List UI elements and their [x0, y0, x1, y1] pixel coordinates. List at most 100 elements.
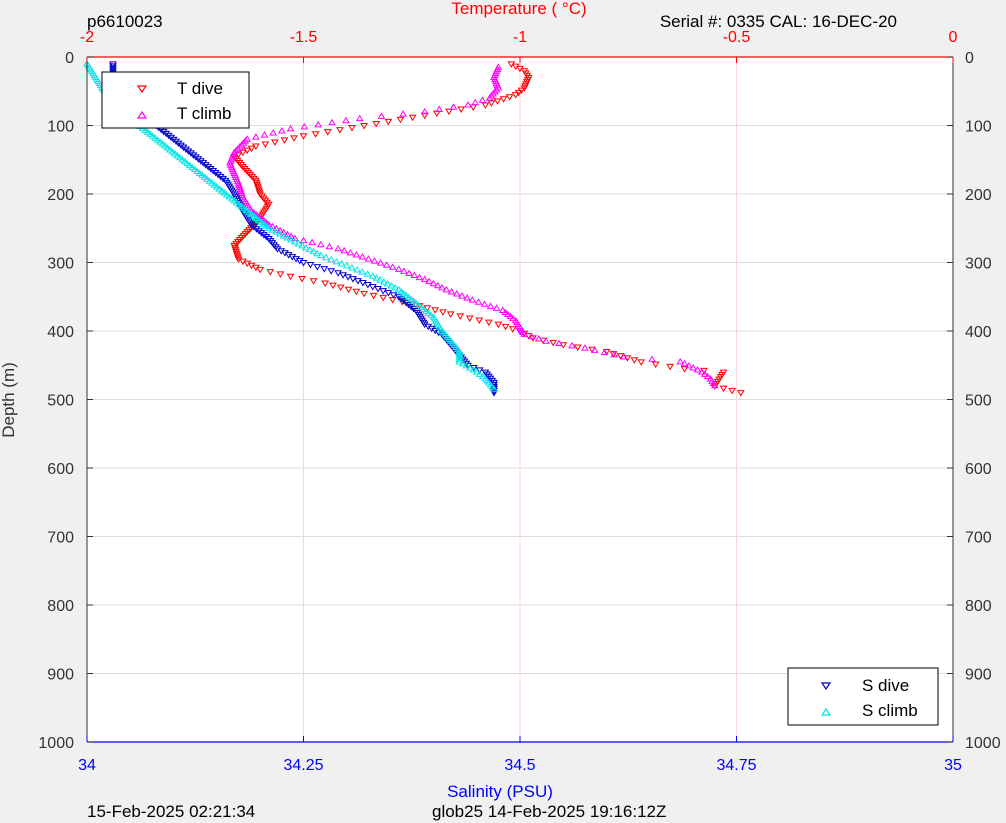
data-point: [358, 253, 367, 260]
data-point: [195, 169, 204, 176]
temperature-tick-label: -1.5: [290, 29, 318, 46]
data-point: [501, 308, 510, 316]
data-point: [404, 293, 413, 301]
profile-id: p6610023: [87, 12, 163, 31]
data-point: [256, 266, 265, 274]
data-point: [425, 277, 433, 285]
data-point: [336, 284, 345, 292]
data-point: [239, 233, 248, 240]
data-point: [242, 206, 251, 214]
data-point: [363, 270, 372, 277]
data-point: [290, 237, 299, 245]
data-point: [245, 227, 253, 234]
data-point: [620, 353, 628, 360]
data-point: [377, 112, 386, 119]
data-point: [156, 138, 164, 145]
data-point: [261, 141, 270, 148]
data-point: [234, 238, 242, 246]
data-point: [728, 387, 737, 395]
data-point: [325, 242, 334, 250]
data-point: [322, 253, 330, 261]
data-point: [306, 262, 315, 269]
data-point: [250, 212, 258, 220]
data-point: [216, 173, 225, 181]
data-point: [358, 280, 367, 287]
data-point: [648, 355, 656, 362]
data-point: [266, 269, 275, 276]
data-point: [188, 163, 197, 171]
data-point: [417, 303, 425, 311]
data-point: [302, 243, 310, 251]
data-point: [235, 200, 244, 208]
data-point: [286, 273, 295, 281]
data-point: [271, 139, 279, 146]
data-point: [412, 299, 420, 307]
data-point: [360, 123, 369, 130]
data-point: [204, 164, 213, 171]
data-point: [439, 309, 447, 316]
legend-temperature-box: [101, 71, 250, 129]
data-point: [222, 191, 231, 198]
data-point: [340, 246, 349, 254]
depth-tick-label-left: 400: [47, 324, 74, 341]
data-point: [250, 175, 258, 183]
data-point: [449, 103, 458, 110]
data-point: [225, 192, 234, 200]
depth-tick-label-left: 700: [47, 530, 74, 547]
data-point: [616, 353, 625, 360]
data-point: [506, 312, 515, 320]
data-point: [309, 278, 318, 285]
data-point: [493, 98, 502, 105]
data-point: [456, 313, 465, 320]
depth-tick-label-left: 200: [47, 187, 74, 204]
data-point: [269, 129, 278, 136]
depth-tick-label-left: 0: [65, 50, 74, 67]
data-point: [360, 290, 369, 298]
data-point: [464, 100, 472, 108]
data-point: [264, 224, 273, 231]
data-point: [251, 133, 260, 140]
data-point: [257, 218, 266, 225]
data-point: [300, 122, 309, 130]
data-point: [346, 248, 355, 256]
data-point: [376, 276, 385, 283]
data-point: [384, 118, 393, 126]
data-point: [368, 283, 377, 291]
data-point: [335, 127, 344, 134]
data-point: [314, 120, 323, 128]
data-point: [388, 263, 397, 270]
data-point: [344, 286, 353, 294]
data-marks: [83, 59, 745, 397]
salinity-tick-label: 34.75: [716, 757, 756, 774]
data-point: [422, 307, 430, 314]
data-point: [283, 230, 292, 238]
data-point: [190, 165, 199, 173]
data-point: [184, 148, 193, 155]
depth-tick-label-right: 900: [965, 667, 992, 684]
data-point: [153, 136, 162, 143]
legend-s-climb-marker: [820, 707, 832, 716]
data-point: [352, 250, 361, 258]
data-point: [429, 279, 438, 287]
data-point: [410, 271, 419, 279]
data-point: [339, 272, 347, 279]
data-point: [379, 288, 388, 295]
data-point: [205, 177, 214, 184]
data-point: [394, 265, 403, 272]
data-point: [232, 240, 240, 248]
data-point: [227, 194, 236, 202]
data-point: [542, 337, 550, 344]
data-point: [240, 204, 249, 212]
legend-t-dive-marker: [136, 85, 148, 94]
salinity-tick-label: 34.5: [504, 757, 535, 774]
data-point: [311, 131, 320, 138]
data-point: [719, 385, 728, 393]
data-point: [352, 288, 361, 296]
data-point: [354, 278, 362, 285]
data-point: [399, 298, 408, 305]
data-point: [268, 226, 277, 233]
data-point: [272, 224, 281, 232]
data-point: [329, 282, 337, 290]
data-point: [400, 267, 408, 274]
data-point: [676, 357, 685, 365]
